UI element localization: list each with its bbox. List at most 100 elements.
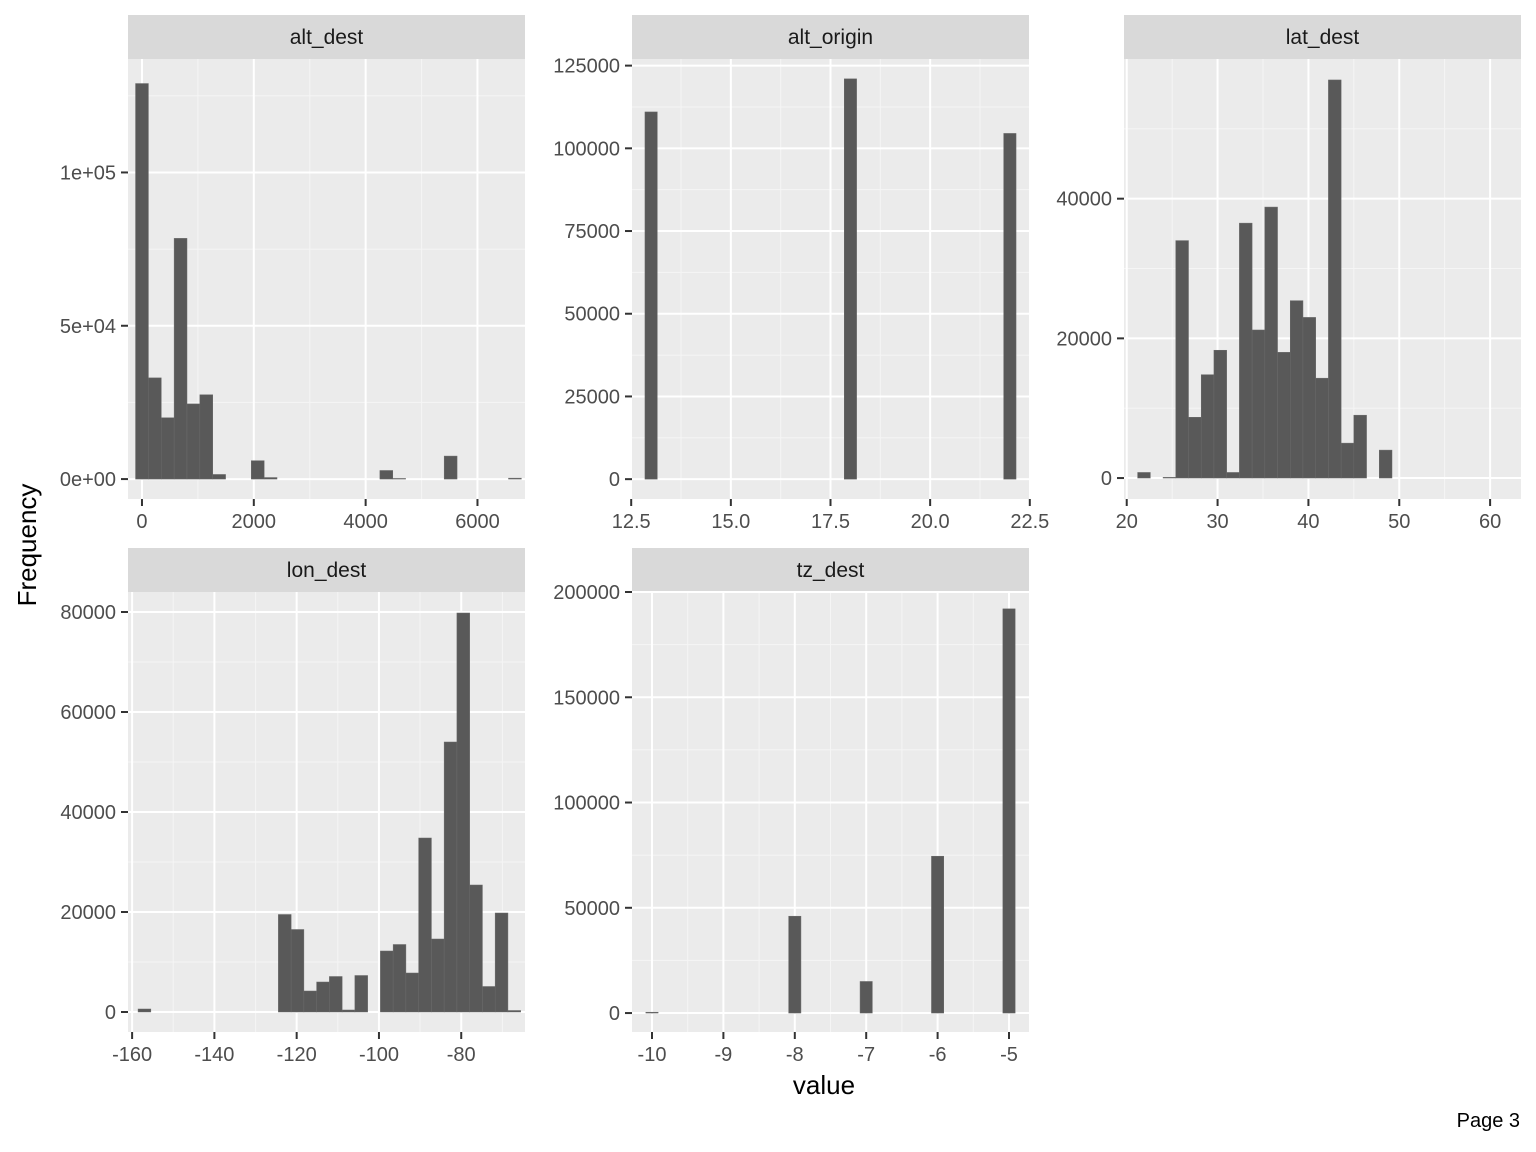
histogram-bar bbox=[431, 938, 445, 1013]
histogram-bar bbox=[1188, 417, 1202, 479]
facet-panel-tz-dest: tz_dest 0 50000 100000 150000 200000 -10 -9 -8 -7… bbox=[553, 548, 1029, 1066]
histogram-bar bbox=[507, 1010, 521, 1013]
facet-panel-lat-dest: lat_dest 0 20000 40000 20 30 40 50 60 bbox=[1056, 15, 1521, 533]
facet-strip-label: tz_dest bbox=[797, 559, 865, 582]
histogram-bar bbox=[1239, 222, 1253, 479]
x-tick-label: 2000 bbox=[232, 511, 277, 533]
histogram-bar bbox=[212, 474, 226, 480]
histogram-bar bbox=[316, 981, 330, 1013]
y-tick-label: 0 bbox=[105, 1002, 116, 1024]
histogram-bar bbox=[1200, 374, 1215, 479]
histogram-bar bbox=[137, 1008, 152, 1013]
facet-strip bbox=[128, 15, 525, 59]
x-tick-label: 30 bbox=[1206, 511, 1228, 533]
facet-strip-label: lat_dest bbox=[1286, 26, 1360, 49]
x-tick-label: 0 bbox=[136, 511, 147, 533]
histogram-bar bbox=[844, 78, 857, 480]
histogram-bar bbox=[329, 976, 343, 1013]
histogram-bar bbox=[392, 944, 407, 1013]
histogram-bar bbox=[380, 950, 394, 1013]
histogram-bar bbox=[1277, 352, 1291, 479]
histogram-bar bbox=[494, 912, 509, 1013]
y-tick-label: 40000 bbox=[1056, 189, 1112, 211]
histogram-bar bbox=[859, 981, 873, 1014]
histogram-bar bbox=[1353, 414, 1367, 479]
y-tick-label: 50000 bbox=[564, 304, 620, 326]
histogram-bar bbox=[1264, 206, 1278, 479]
x-tick-label: -8 bbox=[786, 1044, 804, 1066]
histogram-bar bbox=[186, 403, 201, 480]
y-tick-label: 200000 bbox=[553, 582, 620, 604]
x-tick-label: 15.0 bbox=[711, 511, 750, 533]
histogram-bar bbox=[931, 855, 944, 1014]
x-tick-label: -160 bbox=[112, 1044, 152, 1066]
x-tick-label: 6000 bbox=[455, 511, 500, 533]
y-axis-title: Frequency bbox=[12, 484, 42, 607]
facet-strip bbox=[128, 548, 525, 592]
facet-strip bbox=[632, 15, 1029, 59]
x-tick-label: 12.5 bbox=[612, 511, 651, 533]
histogram-bar bbox=[354, 975, 368, 1013]
facet-panel-alt-origin: alt_origin 0 25000 50000 75000 100000 125000 12… bbox=[553, 15, 1049, 533]
y-tick-label: 100000 bbox=[553, 793, 620, 815]
histogram-bar bbox=[379, 470, 394, 480]
y-tick-label: 0 bbox=[1101, 468, 1112, 490]
histogram-bar bbox=[645, 1011, 659, 1014]
histogram-bar bbox=[456, 612, 470, 1013]
histogram-bar bbox=[290, 929, 305, 1013]
histogram-bar bbox=[418, 837, 432, 1013]
histogram-bar bbox=[173, 238, 188, 480]
y-tick-label: 20000 bbox=[60, 902, 116, 924]
y-tick-label: 0 bbox=[609, 1003, 620, 1025]
x-tick-label: 22.5 bbox=[1010, 511, 1049, 533]
x-tick-label: -120 bbox=[277, 1044, 317, 1066]
histogram-bar bbox=[1289, 300, 1304, 479]
x-tick-label: -6 bbox=[929, 1044, 947, 1066]
facet-strip bbox=[632, 548, 1029, 592]
histogram-bar bbox=[788, 915, 802, 1014]
y-tick-label: 100000 bbox=[553, 138, 620, 160]
histogram-bar bbox=[199, 394, 213, 480]
histogram-bar bbox=[278, 914, 292, 1013]
histogram-bar bbox=[469, 884, 483, 1013]
histogram-bar bbox=[251, 460, 265, 480]
x-tick-label: 20.0 bbox=[911, 511, 950, 533]
y-tick-label: 40000 bbox=[60, 802, 116, 824]
histogram-bar bbox=[1003, 133, 1017, 480]
histogram-bar bbox=[1251, 329, 1266, 479]
x-tick-label: 60 bbox=[1479, 511, 1501, 533]
histogram-bar bbox=[1379, 449, 1393, 479]
histogram-bar bbox=[263, 477, 278, 480]
histogram-bar bbox=[405, 972, 419, 1013]
y-tick-label: 25000 bbox=[564, 386, 620, 408]
histogram-bar bbox=[1315, 377, 1329, 479]
histogram-bar bbox=[443, 741, 458, 1013]
facet-panel-alt-dest: alt_dest 0e+00 5e+04 1e+05 0 2000 4000 6000 bbox=[60, 15, 525, 533]
x-tick-label: 40 bbox=[1297, 511, 1319, 533]
y-tick-label: 1e+05 bbox=[60, 162, 116, 184]
histogram-bar bbox=[135, 83, 149, 480]
facet-strip-label: alt_origin bbox=[788, 26, 873, 49]
histogram-bar bbox=[482, 986, 496, 1013]
histogram-bar bbox=[1328, 79, 1342, 479]
x-axis-title: value bbox=[793, 1070, 855, 1100]
y-tick-label: 75000 bbox=[564, 221, 620, 243]
y-tick-label: 80000 bbox=[60, 602, 116, 624]
x-tick-label: -7 bbox=[857, 1044, 875, 1066]
x-tick-label: -100 bbox=[359, 1044, 399, 1066]
x-tick-label: 20 bbox=[1116, 511, 1138, 533]
facet-strip bbox=[1124, 15, 1521, 59]
histogram-bar bbox=[1175, 240, 1189, 479]
histogram-bar bbox=[1213, 349, 1227, 479]
y-tick-label: 20000 bbox=[1056, 328, 1112, 350]
histogram-bar bbox=[341, 1009, 356, 1013]
y-tick-label: 50000 bbox=[564, 898, 620, 920]
y-tick-label: 60000 bbox=[60, 702, 116, 724]
page-number: Page 3 bbox=[1456, 1110, 1520, 1132]
histogram-bar bbox=[508, 477, 522, 480]
histogram-bar bbox=[161, 417, 175, 480]
x-tick-label: -9 bbox=[714, 1044, 732, 1066]
histogram-bar bbox=[1340, 442, 1355, 479]
